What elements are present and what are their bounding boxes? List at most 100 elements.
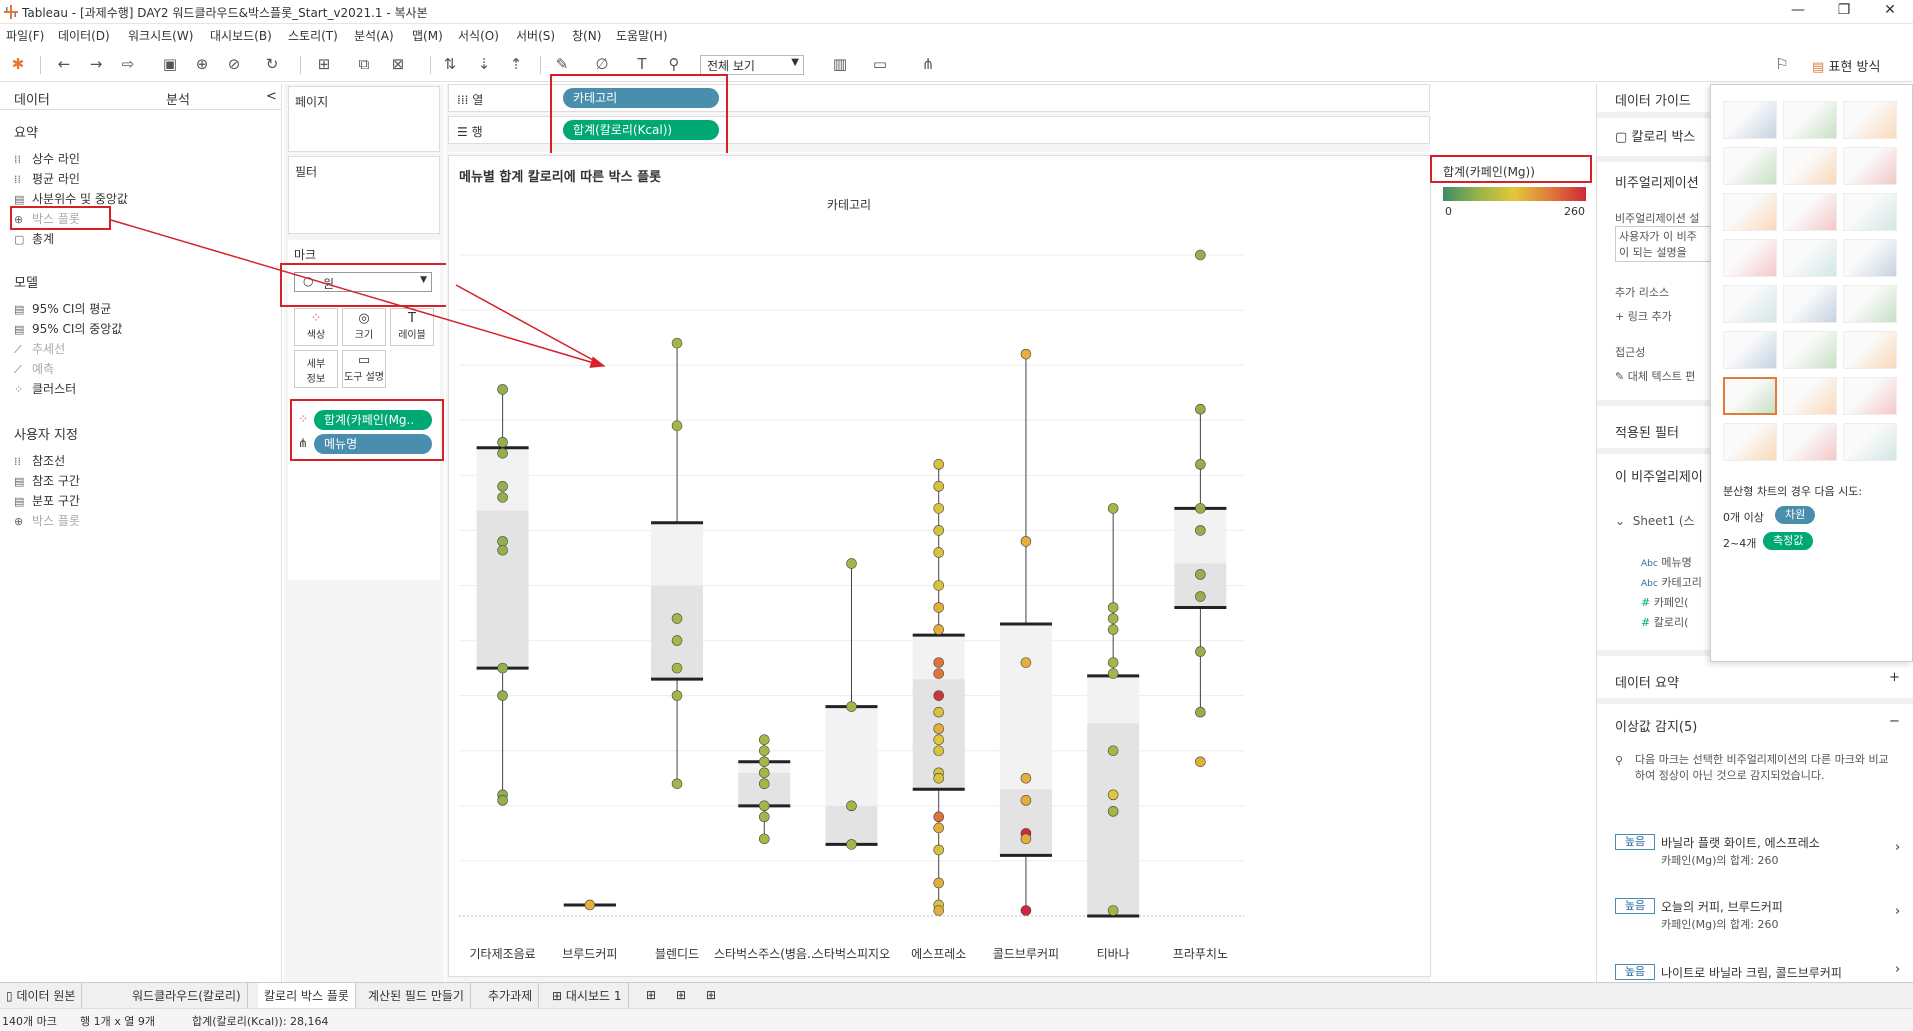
analytics-item-box-plot[interactable]: ⊕ 박스 플롯 [14,210,80,228]
chart-type-thumbnail[interactable] [1843,239,1897,277]
clear-sheet-icon[interactable]: ⊠ [391,55,405,73]
menu-server[interactable]: 서버(S) [516,29,556,43]
chart-type-thumbnail[interactable] [1783,193,1837,231]
analytics-item-forecast[interactable]: ⟋ 예측 [14,360,54,378]
chart-type-thumbnail[interactable] [1723,331,1777,369]
tooltip-button[interactable]: ▭ 도구 설명 [342,350,386,388]
collapse-pane-icon[interactable]: < [266,89,277,104]
chart-type-thumbnail[interactable] [1843,147,1897,185]
chart-type-thumbnail[interactable] [1843,331,1897,369]
menu-help[interactable]: 도움말(H) [616,29,668,43]
viz-desc-field[interactable]: 사용자가 이 비주 이 되는 설명을 [1615,226,1711,262]
chart-type-thumbnail[interactable] [1783,377,1837,415]
chart-type-thumbnail[interactable] [1783,101,1837,139]
menu-data[interactable]: 데이터(D) [58,29,110,43]
color-legend[interactable]: 합계(카페인(Mg)) 0 260 [1433,153,1593,225]
tab-calc-field[interactable]: 계산된 필드 만들기 [362,983,471,1009]
group-icon[interactable]: ∅ [595,55,609,73]
undo-icon[interactable]: ← [57,55,71,73]
mark-type-select[interactable]: ○ 원 ▼ [294,272,432,292]
analytics-item-reference-band[interactable]: ▤ 참조 구간 [14,472,80,490]
worksheet-view[interactable]: 메뉴별 합계 칼로리에 따른 박스 플롯 카테고리 기타제조음료 브루드커피 블렌디… [448,155,1431,977]
analytics-item-ci-mean[interactable]: ▤ 95% CI의 평균 [14,300,111,318]
collapse-icon[interactable]: − [1889,714,1900,729]
analytics-item-reference-line[interactable]: ⁞⁞ 참조선 [14,452,65,470]
detail-button[interactable]: 세부 정보 [294,350,338,388]
chart-type-thumbnail[interactable] [1843,285,1897,323]
chart-type-thumbnail[interactable] [1783,147,1837,185]
menu-analysis[interactable]: 분석(A) [354,29,394,43]
new-dashboard-icon[interactable]: ⊞ [676,988,687,1002]
new-datasource-icon[interactable]: ⊕ [195,55,209,73]
show-me-button[interactable]: ▤ 표현 방식 [1808,53,1913,77]
outlier-name[interactable]: 바닐라 플랫 화이트, 에스프레소 [1661,836,1820,850]
duplicate-icon[interactable]: ⧉ [358,55,370,73]
chart-type-thumbnail[interactable] [1843,423,1897,461]
restore-button[interactable]: ❐ [1837,2,1851,18]
size-button[interactable]: ◎ 크기 [342,308,386,346]
new-story-icon[interactable]: ⊞ [706,988,717,1002]
tab-data[interactable]: 데이터 [14,93,50,108]
chart-type-thumbnail[interactable] [1723,193,1777,231]
rows-shelf[interactable]: ☰ 행 합계(칼로리(Kcal)) [448,116,1430,144]
tab-wordcloud[interactable]: 워드클라우드(칼로리) [126,983,248,1009]
pin-icon[interactable]: ⚲ [668,55,680,73]
chart-type-thumbnail[interactable] [1783,239,1837,277]
tableau-home-icon[interactable]: ✱ [11,55,25,73]
analytics-item-constant-line[interactable]: ⁞⁞ 상수 라인 [14,150,80,168]
sheet-item[interactable]: ⌄ Sheet1 (스 [1615,514,1695,528]
chart-type-thumbnail[interactable] [1783,423,1837,461]
label-button[interactable]: T 레이블 [390,308,434,346]
redo-icon[interactable]: → [89,55,103,73]
share-icon[interactable]: ⋔ [921,55,935,73]
chart-type-thumbnail[interactable] [1843,377,1897,415]
outlier-name[interactable]: 오늘의 커피, 브루드커피 [1661,900,1783,914]
expand-icon[interactable]: + [1889,670,1900,685]
color-button[interactable]: ⁘ 색상 [294,308,338,346]
menu-file[interactable]: 파일(F) [6,29,45,43]
alt-text-button[interactable]: ✎ 대체 텍스트 편 [1615,370,1696,383]
chart-type-thumbnail[interactable] [1843,193,1897,231]
menu-worksheet[interactable]: 워크시트(W) [128,29,194,43]
chart-type-thumbnail[interactable] [1723,101,1777,139]
filters-card[interactable]: 필터 [288,156,440,234]
analytics-item-distribution-band[interactable]: ▤ 분포 구간 [14,492,80,510]
fit-select[interactable]: 전체 보기 ▼ [700,55,804,75]
chart-type-thumbnail[interactable] [1723,285,1777,323]
swap-icon[interactable]: ⇅ [443,55,457,73]
columns-pill[interactable]: 카테고리 [563,88,719,108]
chevron-right-icon[interactable]: › [1895,962,1901,977]
sort-asc-icon[interactable]: ⇣ [477,55,491,73]
analytics-item-quartiles[interactable]: ▤ 사분위수 및 중앙값 [14,190,128,208]
tab-datasource[interactable]: ▯ 데이터 원본 [0,983,83,1009]
chart-type-thumbnail[interactable] [1783,331,1837,369]
chart-type-thumbnail[interactable] [1783,285,1837,323]
rows-pill[interactable]: 합계(칼로리(Kcal)) [563,120,719,140]
analytics-item-ci-median[interactable]: ▤ 95% CI의 중앙값 [14,320,122,338]
new-worksheet-icon[interactable]: ⊞ [646,988,657,1002]
add-link-button[interactable]: + 링크 추가 [1615,310,1672,323]
menu-story[interactable]: 스토리(T) [288,29,338,43]
refresh-icon[interactable]: ↻ [265,55,279,73]
chevron-right-icon[interactable]: › [1895,840,1901,855]
pages-card[interactable]: 페이지 [288,86,440,152]
chevron-right-icon[interactable]: › [1895,904,1901,919]
presentation-icon[interactable]: ▭ [872,55,888,73]
analytics-item-trend-line[interactable]: ⟋ 추세선 [14,340,65,358]
color-pill[interactable]: 합계(카페인(Mg.. [314,410,432,430]
tab-dashboard[interactable]: ⊞ 대시보드 1 [546,983,629,1009]
chart-type-thumbnail[interactable] [1723,147,1777,185]
show-cards-icon[interactable]: ▥ [832,55,848,73]
analytics-item-totals[interactable]: ▢ 총계 [14,230,54,248]
chart-type-thumbnail[interactable] [1843,101,1897,139]
text-label-icon[interactable]: T [637,55,647,73]
replay-icon[interactable]: ⇨ [121,55,135,73]
pause-updates-icon[interactable]: ⊘ [227,55,241,73]
chart-type-thumbnail[interactable] [1723,423,1777,461]
analytics-item-cluster[interactable]: ⁘ 클러스터 [14,380,76,398]
highlight-icon[interactable]: ✎ [555,55,569,73]
detail-pill[interactable]: 메뉴명 [314,434,432,454]
analytics-item-average-line[interactable]: ⁞⁞ 평균 라인 [14,170,80,188]
menu-format[interactable]: 서식(O) [458,29,499,43]
minimize-button[interactable]: — [1791,2,1805,18]
